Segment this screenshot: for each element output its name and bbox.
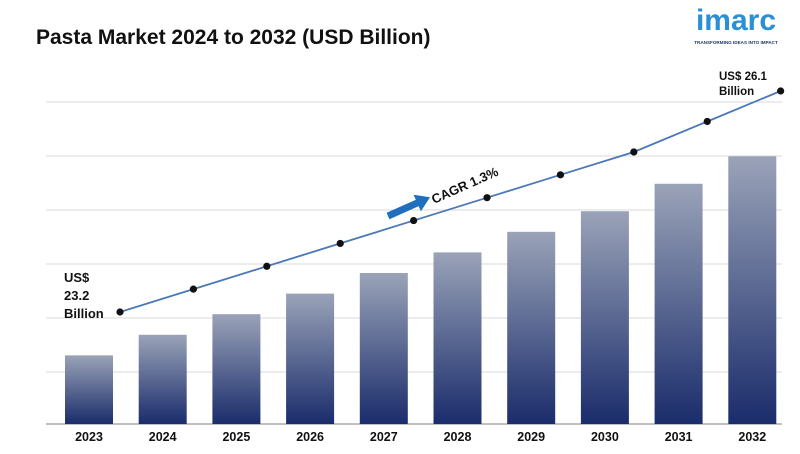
x-tick-label-2023: 2023 bbox=[75, 430, 103, 444]
cagr-label: CAGR 1.3% bbox=[429, 164, 501, 207]
labels: 2023 2024 2025 2026 2027 2028 2029 2030 2031 2032… bbox=[64, 71, 768, 444]
trend-point-2024 bbox=[189, 285, 198, 293]
trend-point-2029 bbox=[556, 171, 565, 179]
trend-point-2031 bbox=[703, 117, 711, 126]
trend-point-2026 bbox=[336, 239, 344, 248]
x-tick-label-2027: 2027 bbox=[370, 430, 398, 444]
trend-line bbox=[119, 90, 781, 313]
end-value-label: US$ 26.1 bbox=[719, 71, 768, 83]
x-tick-label-2029: 2029 bbox=[517, 430, 545, 444]
trend-point-2023 bbox=[116, 308, 124, 316]
bars bbox=[65, 156, 777, 424]
start-value-label: US$ bbox=[64, 270, 90, 285]
bar-2025 bbox=[212, 314, 261, 424]
x-tick-label-2025: 2025 bbox=[222, 430, 250, 444]
bar-2032 bbox=[728, 156, 777, 424]
trend-point-2030 bbox=[630, 148, 638, 156]
bar-2030 bbox=[580, 211, 629, 424]
end-value-label: Billion bbox=[719, 86, 754, 98]
start-value-label: 23.2 bbox=[64, 288, 89, 303]
trend-point-2032 bbox=[777, 87, 785, 95]
x-tick-label-2032: 2032 bbox=[738, 430, 766, 444]
logo-tagline: TRANSFORMING IDEAS INTO IMPACT bbox=[694, 40, 778, 45]
bar-2031 bbox=[654, 183, 703, 424]
bar-2026 bbox=[286, 293, 335, 424]
trend-point-2027 bbox=[410, 216, 418, 225]
trend-point-2028 bbox=[483, 194, 491, 202]
bar-2023 bbox=[65, 355, 113, 424]
start-value-label: Billion bbox=[64, 306, 104, 321]
x-tick-label-2030: 2030 bbox=[591, 430, 619, 444]
trend-point-2025 bbox=[263, 262, 271, 270]
cagr-arrow bbox=[386, 194, 431, 220]
bar-2027 bbox=[359, 273, 408, 424]
logo-wordmark: imarc bbox=[695, 4, 777, 37]
x-tick-label-2031: 2031 bbox=[665, 430, 693, 444]
trend-line-group bbox=[116, 87, 785, 316]
imarc-logo: imarc TRANSFORMING IDEAS INTO IMPACT bbox=[688, 4, 784, 50]
x-tick-label-2024: 2024 bbox=[149, 430, 177, 444]
chart-title: Pasta Market 2024 to 2032 (USD Billion) bbox=[36, 26, 431, 49]
bar-2028 bbox=[433, 252, 482, 424]
bar-2024 bbox=[138, 334, 187, 424]
x-tick-label-2026: 2026 bbox=[296, 430, 324, 444]
x-tick-label-2028: 2028 bbox=[444, 430, 472, 444]
bar-2029 bbox=[507, 231, 556, 424]
